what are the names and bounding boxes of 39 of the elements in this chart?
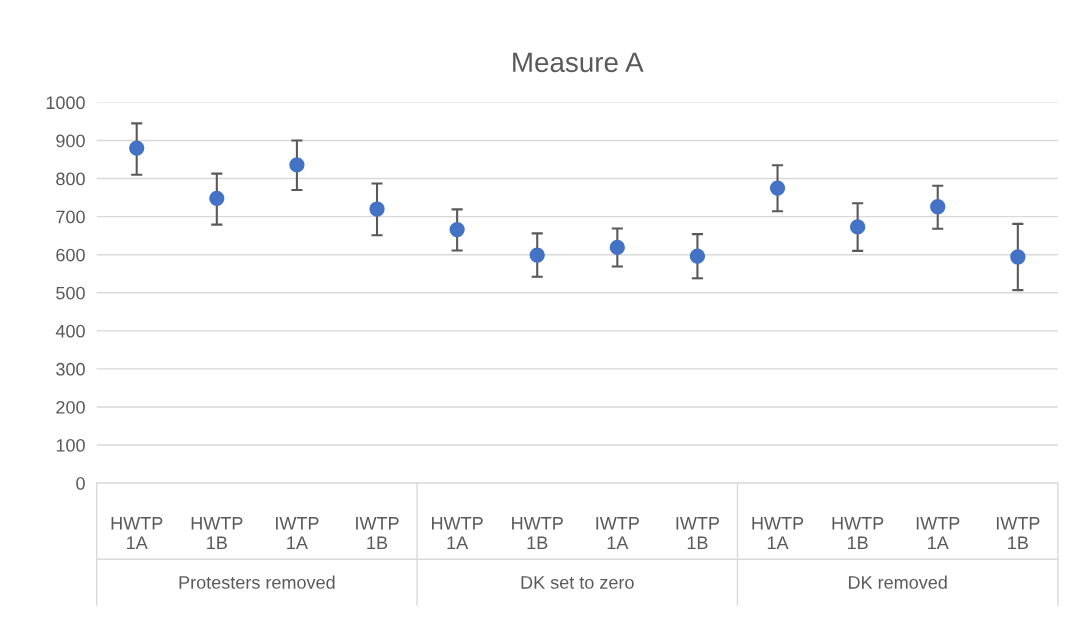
x-tick-label: IWTP 1B bbox=[356, 517, 399, 549]
y-tick-label: 700 bbox=[56, 210, 85, 224]
x-tick-label: IWTP 1A bbox=[596, 517, 639, 549]
y-tick-label: 900 bbox=[56, 134, 85, 148]
x-tick-label: HWTP 1B bbox=[512, 517, 563, 549]
y-tick-label: 800 bbox=[56, 172, 85, 186]
point bbox=[609, 239, 625, 256]
x-tick-label: IWTP 1A bbox=[276, 517, 319, 549]
point bbox=[449, 221, 465, 238]
y-tick-label: 1000 bbox=[46, 96, 85, 110]
x-tick-label: IWTP 1A bbox=[916, 517, 960, 549]
point bbox=[129, 140, 145, 156]
point bbox=[529, 247, 545, 263]
text: DK set to zero bbox=[521, 576, 634, 589]
text: DK removed bbox=[849, 575, 947, 589]
point bbox=[289, 157, 305, 173]
x-tick-label: HWTP 1A bbox=[111, 517, 163, 549]
text: Protesters removed bbox=[179, 575, 335, 589]
point bbox=[930, 199, 946, 215]
x-tick-label: HWTP 1B bbox=[191, 517, 243, 549]
y-tick-label: 400 bbox=[55, 324, 85, 338]
point bbox=[369, 201, 385, 217]
point bbox=[1010, 249, 1026, 265]
x-tick-label: IWTP 1B bbox=[676, 517, 720, 549]
x-tick-label: HWTP 1B bbox=[832, 517, 884, 549]
x-tick-label: IWTP 1B bbox=[996, 517, 1040, 549]
y-tick-label: 500 bbox=[56, 286, 85, 300]
y-tick-label: 300 bbox=[56, 362, 85, 376]
y-tick-label: 200 bbox=[56, 400, 85, 414]
point bbox=[689, 248, 706, 264]
point bbox=[209, 190, 225, 206]
point bbox=[849, 219, 866, 235]
y-tick-label: 0 bbox=[76, 477, 85, 490]
x-tick-label: HWTP 1A bbox=[752, 517, 804, 549]
y-tick-label: 600 bbox=[56, 248, 85, 262]
point bbox=[769, 180, 786, 196]
x-tick-label: HWTP 1A bbox=[432, 517, 483, 549]
y-tick-label: 100 bbox=[56, 438, 85, 452]
chart-title: Measure A bbox=[513, 52, 644, 73]
